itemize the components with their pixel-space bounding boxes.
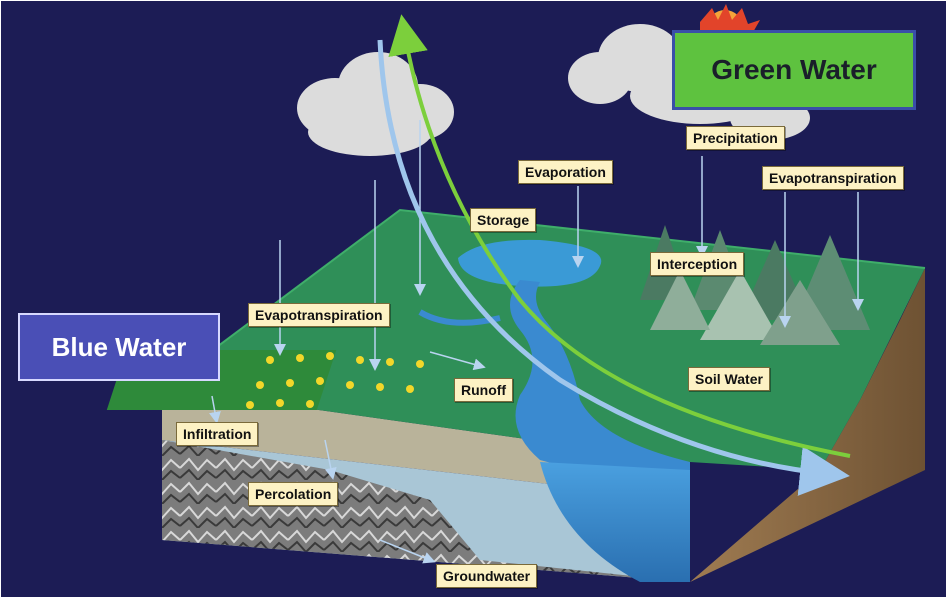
label-infiltration: Infiltration xyxy=(176,422,259,446)
green-water-title: Green Water xyxy=(672,30,916,110)
label-percolation: Percolation xyxy=(248,482,339,506)
blue-water-flow-arrow xyxy=(377,39,850,496)
label-groundwater: Groundwater xyxy=(436,564,538,588)
label-precipitation: Precipitation xyxy=(686,126,785,150)
label-evaporation: Evaporation xyxy=(518,160,613,184)
rock-layer xyxy=(162,440,690,582)
precipitation-arrows xyxy=(209,120,864,564)
label-interception: Interception xyxy=(650,252,745,276)
green-water-flow-arrow xyxy=(388,14,851,458)
label-evapotranspiration-left: Evapotranspiration xyxy=(248,303,390,327)
storage-lake xyxy=(458,239,602,287)
cliff-face xyxy=(690,268,925,582)
deep-water xyxy=(540,462,690,582)
label-storage: Storage xyxy=(470,208,537,232)
blue-water-title: Blue Water xyxy=(18,313,220,381)
label-evapotranspiration-right: Evapotranspiration xyxy=(762,166,904,190)
label-runoff: Runoff xyxy=(454,378,514,402)
label-soil-water: Soil Water xyxy=(688,367,770,391)
cloud-left xyxy=(297,52,454,156)
